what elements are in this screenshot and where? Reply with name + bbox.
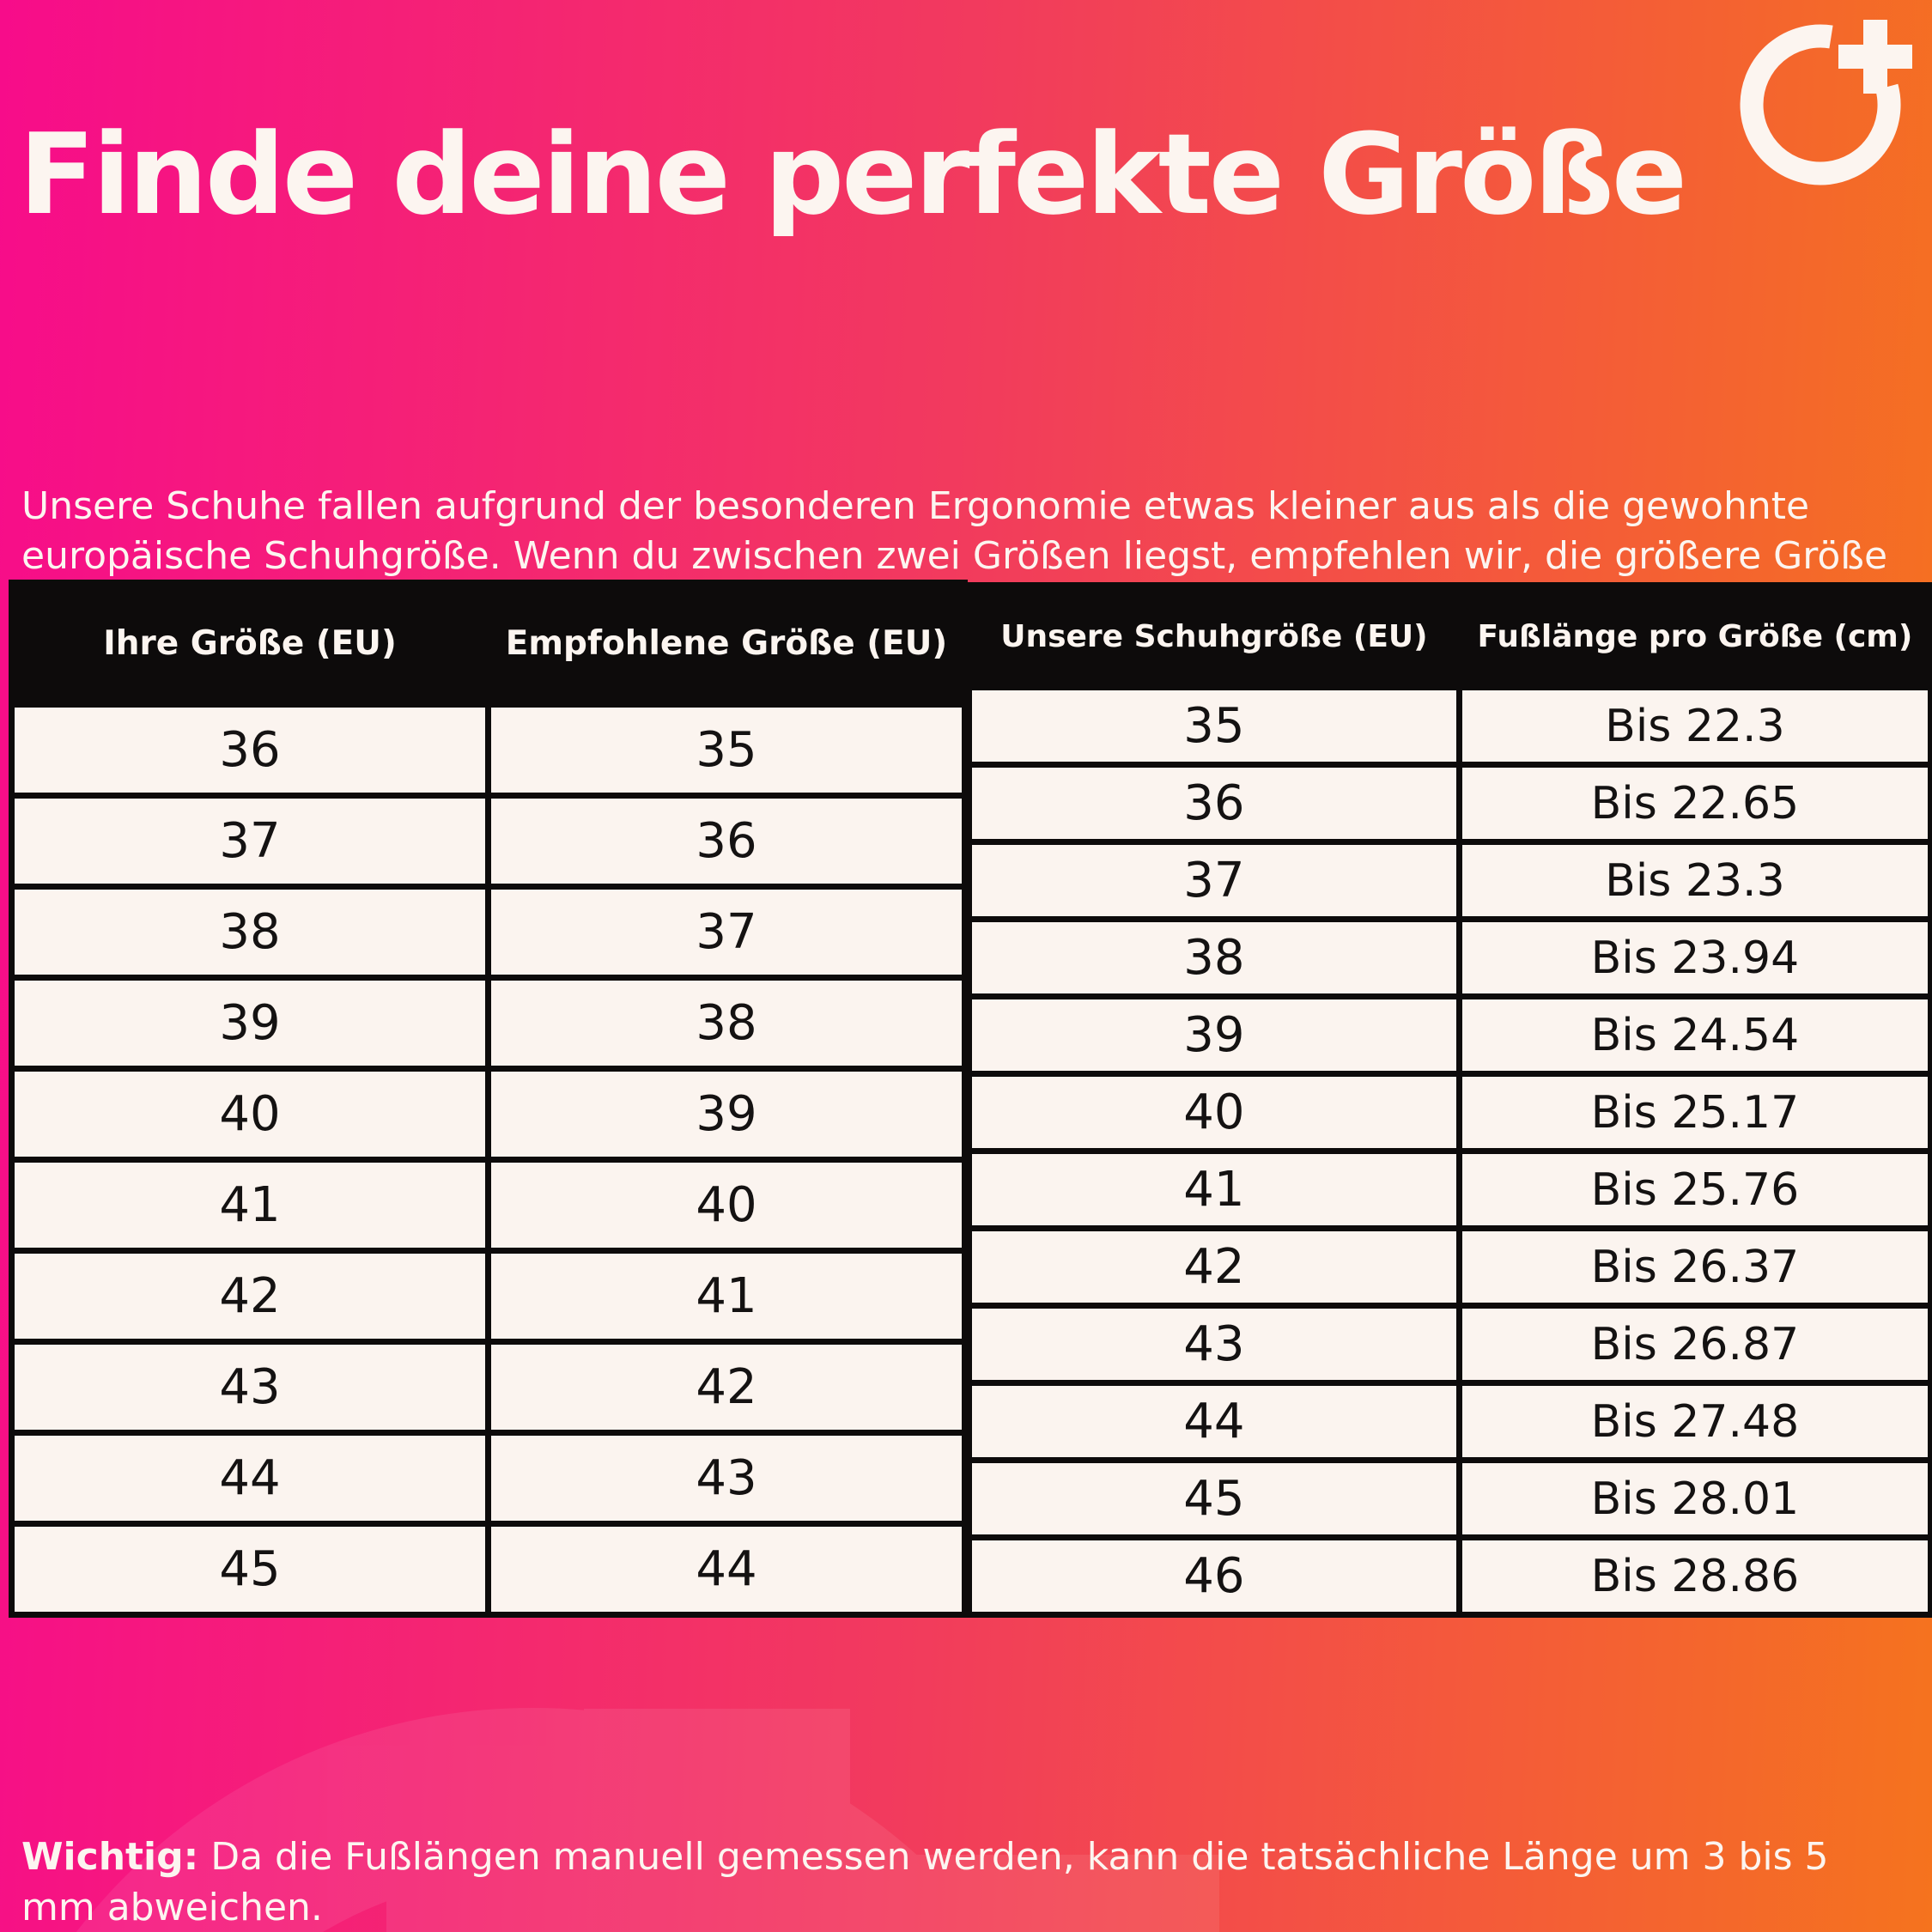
note-text: Da die Fußlängen manuell gemessen werden… bbox=[21, 1835, 1829, 1929]
watermark-logo bbox=[76, 1708, 1219, 1932]
note-paragraph: Wichtig: Da die Fußlängen manuell gemess… bbox=[21, 1832, 1906, 1932]
table-cell: 41 bbox=[972, 1154, 1456, 1225]
table-cell: 38 bbox=[972, 922, 1456, 993]
table-cell: Bis 27.48 bbox=[1461, 1386, 1928, 1457]
table-cell: 45 bbox=[972, 1463, 1456, 1534]
table-cell: 35 bbox=[491, 708, 962, 793]
table-cell: Bis 22.65 bbox=[1461, 768, 1928, 839]
header-cell: Unsere Schuhgröße (EU) bbox=[972, 588, 1456, 684]
table-cell: 37 bbox=[491, 890, 962, 975]
table-cell: 36 bbox=[15, 708, 485, 793]
table-cell: 42 bbox=[491, 1345, 962, 1430]
table-cell: 39 bbox=[15, 981, 485, 1066]
table-cell: 36 bbox=[491, 799, 962, 884]
table-cell: 44 bbox=[491, 1527, 962, 1612]
table-cell: 43 bbox=[972, 1309, 1456, 1380]
table-cell: 37 bbox=[972, 845, 1456, 916]
table-cell: 37 bbox=[15, 799, 485, 884]
table-cell: 42 bbox=[15, 1254, 485, 1339]
table-cell: Bis 22.3 bbox=[1461, 690, 1928, 762]
table-cell: Bis 25.17 bbox=[1461, 1077, 1928, 1148]
table-cell: Bis 26.37 bbox=[1461, 1231, 1928, 1303]
foot-length-table: Unsere Schuhgröße (EU) Fußlänge pro Größe… bbox=[966, 582, 1932, 1618]
table-cell: Bis 25.76 bbox=[1461, 1154, 1928, 1225]
table-cell: 40 bbox=[15, 1072, 485, 1157]
header-cell: Empfohlene Größe (EU) bbox=[491, 586, 962, 702]
note-label: Wichtig: bbox=[21, 1835, 199, 1879]
table-cell: 42 bbox=[972, 1231, 1456, 1303]
size-conversion-table: Ihre Größe (EU) Empfohlene Größe (EU) 36 35… bbox=[9, 580, 968, 1618]
table-cell: 43 bbox=[491, 1436, 962, 1521]
table-cell: 41 bbox=[15, 1163, 485, 1248]
table-cell: 40 bbox=[491, 1163, 962, 1248]
table-cell: 39 bbox=[972, 999, 1456, 1071]
table-cell: 36 bbox=[972, 768, 1456, 839]
table-cell: 41 bbox=[491, 1254, 962, 1339]
table-cell: Bis 23.94 bbox=[1461, 922, 1928, 993]
table-cell: 40 bbox=[972, 1077, 1456, 1148]
page-title: Finde deine perfekte Größe bbox=[19, 109, 1687, 240]
table-cell: 38 bbox=[491, 981, 962, 1066]
table-cell: Bis 28.86 bbox=[1461, 1540, 1928, 1612]
table-cell: 45 bbox=[15, 1527, 485, 1612]
table-cell: 44 bbox=[15, 1436, 485, 1521]
table-cell: 46 bbox=[972, 1540, 1456, 1612]
table-cell: 38 bbox=[15, 890, 485, 975]
table-cell: Bis 28.01 bbox=[1461, 1463, 1928, 1534]
table-cell: 39 bbox=[491, 1072, 962, 1157]
table-cell: Bis 26.87 bbox=[1461, 1309, 1928, 1380]
header-cell: Ihre Größe (EU) bbox=[15, 586, 485, 702]
table-cell: 44 bbox=[972, 1386, 1456, 1457]
table-cell: Bis 23.3 bbox=[1461, 845, 1928, 916]
table-cell: 43 bbox=[15, 1345, 485, 1430]
table-cell: Bis 24.54 bbox=[1461, 999, 1928, 1071]
brand-logo-o-plus-icon bbox=[1740, 20, 1912, 185]
table-cell: 35 bbox=[972, 690, 1456, 762]
header-cell: Fußlänge pro Größe (cm) bbox=[1461, 588, 1928, 684]
